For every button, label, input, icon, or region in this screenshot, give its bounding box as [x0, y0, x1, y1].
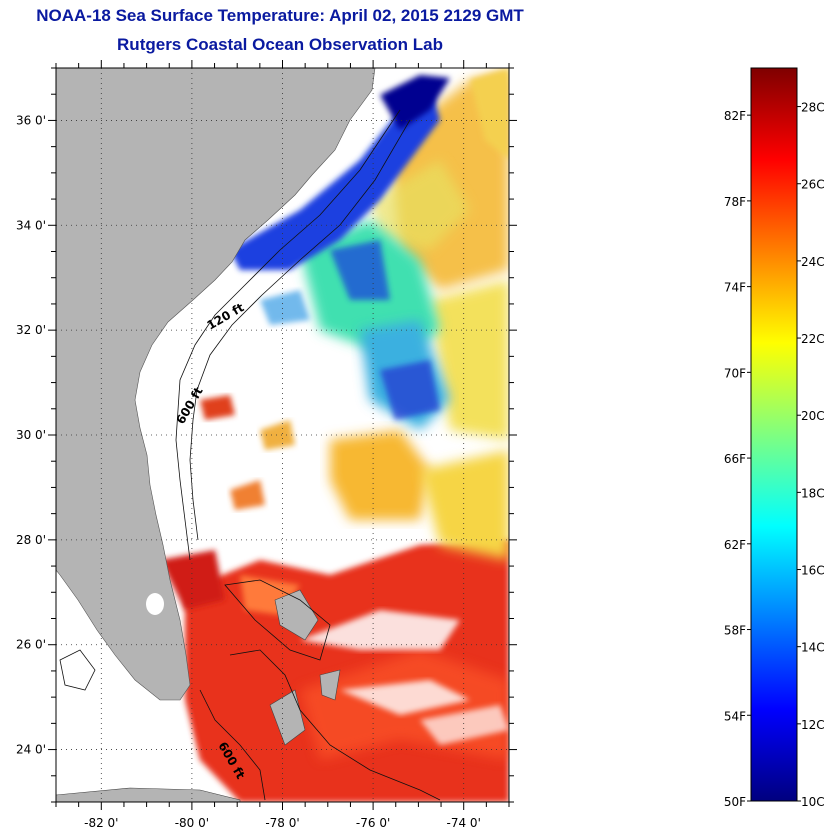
lon-tick-label: -82 0'	[84, 816, 118, 830]
colorbar-fahrenheit-label: 74F	[724, 281, 746, 295]
map-title: NOAA-18 Sea Surface Temperature: April 0…	[36, 6, 524, 25]
lat-tick-label: 28 0'	[16, 533, 46, 547]
map-axis-ticks: 36 0' 34 0' 32 0' 30 0' 28 0' 26 0' 24 0' -82 0…	[16, 60, 517, 830]
lat-tick-label: 30 0'	[16, 428, 46, 442]
map-gridlines	[56, 68, 509, 802]
bahamas-island	[274, 589, 319, 641]
colorbar-fahrenheit-label: 70F	[724, 366, 746, 380]
colorbar-labels: 28C 26C 24C 22C 20C 18C 16C 14C 12C 10C 82F 78F 74F 7…	[724, 101, 825, 809]
lon-tick-label: -80 0'	[175, 816, 209, 830]
land-mass	[56, 68, 376, 701]
lake-okeechobee	[146, 593, 164, 615]
bathymetry-contours	[59, 109, 441, 801]
colorbar-fahrenheit-label: 50F	[724, 795, 746, 809]
lat-tick-label: 34 0'	[16, 218, 46, 232]
bahamas-island	[319, 669, 341, 701]
cuba-coast	[56, 787, 241, 802]
colorbar-celsius-label: 28C	[801, 101, 825, 115]
bahamas-island	[269, 689, 306, 746]
colorbar-celsius-label: 26C	[801, 178, 825, 192]
colorbar-fahrenheit-label: 58F	[724, 624, 746, 638]
colorbar-fahrenheit-label: 78F	[724, 195, 746, 209]
map-frame	[55, 67, 510, 803]
map-subtitle: Rutgers Coastal Ocean Observation Lab	[117, 35, 443, 54]
colorbar-fahrenheit-label: 54F	[724, 709, 746, 723]
colorbar-celsius-label: 10C	[801, 795, 825, 809]
colorbar-celsius-label: 24C	[801, 255, 825, 269]
lat-tick-label: 26 0'	[16, 638, 46, 652]
colorbar-celsius-label: 20C	[801, 409, 825, 423]
lat-tick-label: 32 0'	[16, 323, 46, 337]
colorbar-celsius-label: 18C	[801, 486, 825, 500]
lon-tick-label: -74 0'	[447, 816, 481, 830]
colorbar-fahrenheit-label: 62F	[724, 538, 746, 552]
colorbar-fahrenheit-label: 82F	[724, 109, 746, 123]
lat-tick-label: 36 0'	[16, 113, 46, 127]
colorbar	[750, 67, 798, 802]
colorbar-celsius-label: 22C	[801, 332, 825, 346]
lat-tick-label: 24 0'	[16, 743, 46, 757]
colorbar-celsius-label: 14C	[801, 641, 825, 655]
colorbar-celsius-label: 12C	[801, 718, 825, 732]
lon-tick-label: -78 0'	[265, 816, 299, 830]
colorbar-celsius-label: 16C	[801, 564, 825, 578]
lon-tick-label: -76 0'	[356, 816, 390, 830]
colorbar-fahrenheit-label: 66F	[724, 452, 746, 466]
